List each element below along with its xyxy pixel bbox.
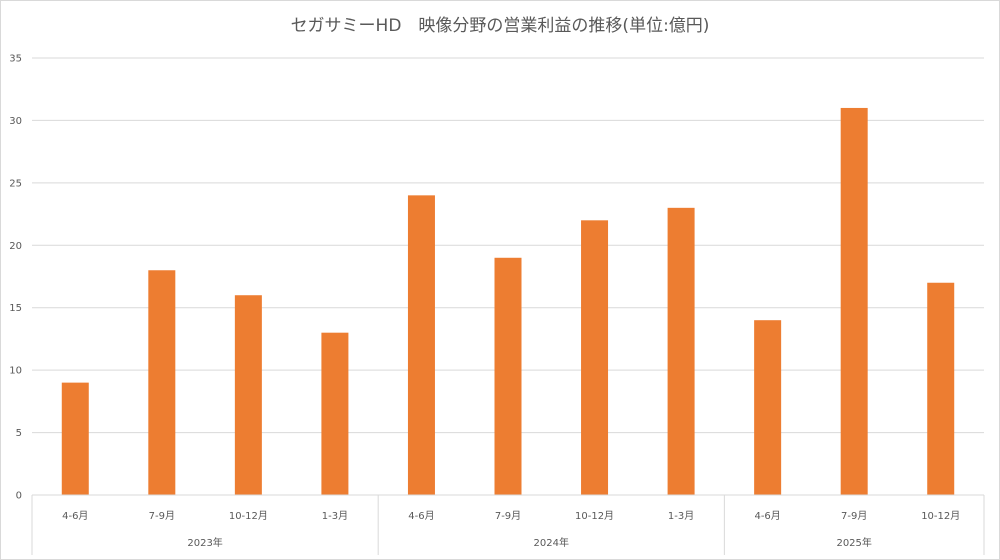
x-tick-label: 1-3月 [668, 510, 694, 522]
bar [234, 295, 262, 495]
x-axis-category-labels: 4-6月 7-9月 10-12月 1-3月 4-6月 7-9月 10-12月 1-3月 4-6月… [62, 510, 960, 522]
x-tick-label: 1-3月 [322, 510, 348, 522]
y-tick-label: 30 [9, 116, 22, 127]
x-tick-label: 4-6月 [754, 510, 780, 522]
x-tick-label: 7-9月 [149, 510, 175, 522]
y-axis-tick-labels: 0 5 10 15 20 25 30 35 [9, 54, 22, 502]
bar [148, 270, 176, 495]
x-axis [31, 494, 985, 555]
x-tick-label: 7-9月 [495, 510, 521, 522]
bar [754, 320, 782, 495]
bar [407, 195, 435, 496]
bar [61, 382, 89, 495]
x-tick-label: 10-12月 [575, 510, 614, 522]
x-axis-group-labels: 2023年 2024年 2025年 [187, 536, 872, 549]
bar [927, 282, 955, 495]
bar [840, 107, 868, 495]
bar [494, 257, 522, 495]
x-group-label: 2025年 [836, 536, 871, 549]
bar [581, 220, 609, 496]
y-tick-label: 35 [9, 54, 22, 65]
x-tick-label: 7-9月 [841, 510, 867, 522]
y-tick-label: 5 [16, 428, 22, 439]
y-tick-label: 10 [9, 366, 22, 377]
bar [321, 332, 349, 495]
y-tick-label: 20 [9, 241, 22, 252]
x-group-label: 2024年 [534, 536, 569, 549]
x-group-label: 2023年 [187, 536, 222, 549]
x-tick-label: 4-6月 [62, 510, 88, 522]
y-tick-label: 15 [9, 303, 22, 314]
bar-series [61, 107, 955, 496]
x-tick-label: 10-12月 [229, 510, 268, 522]
bar [667, 207, 695, 496]
x-tick-label: 4-6月 [408, 510, 434, 522]
chart-title: セガサミーHD 映像分野の営業利益の推移(単位:億円) [291, 16, 710, 36]
y-tick-label: 25 [9, 178, 22, 189]
x-tick-label: 10-12月 [921, 510, 960, 522]
y-tick-label: 0 [16, 491, 22, 502]
